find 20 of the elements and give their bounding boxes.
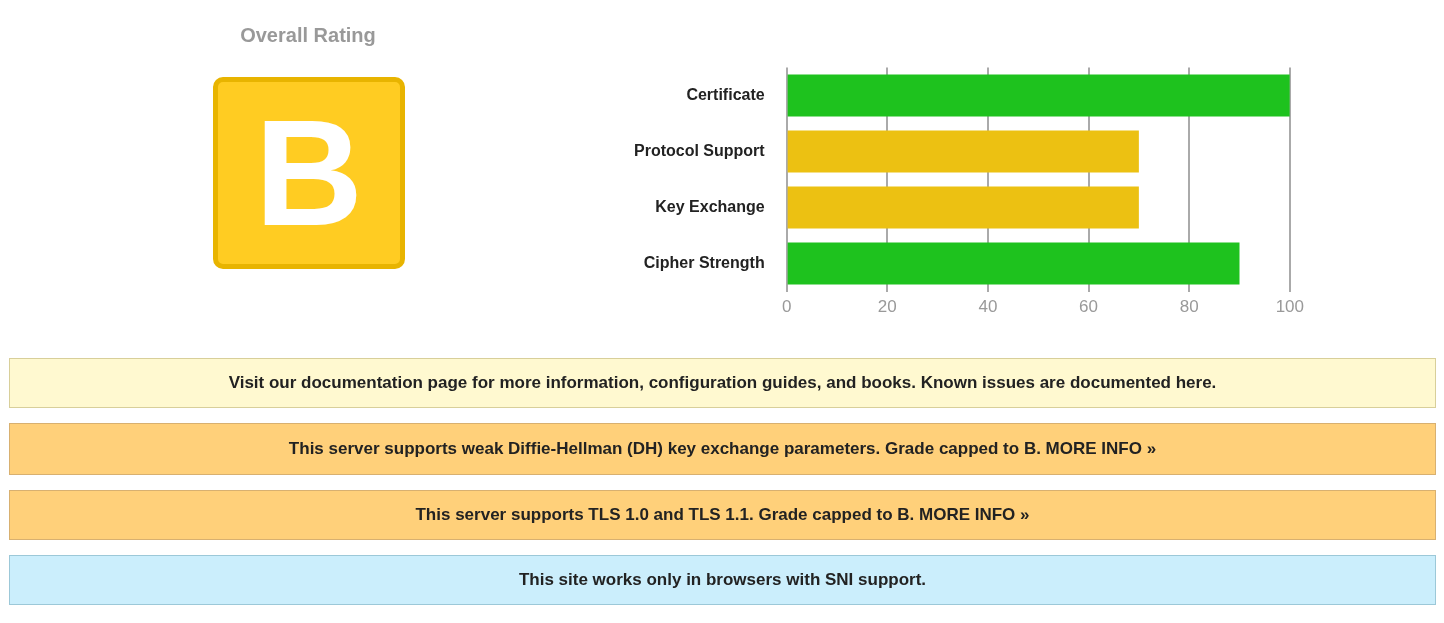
x-tick-label: 40 [978,297,998,317]
x-tick-label: 0 [781,297,792,317]
x-tick-label: 60 [1079,297,1099,317]
y-tick-label: Certificate [686,86,765,104]
text: Visit our documentation page for more information, configuration guides, and books. Known issues are documented here. [9,358,1436,408]
bar [787,242,1240,285]
y-tick-label: Protocol Support [634,142,766,160]
text: This site works only in browsers with SNI support. [9,555,1436,605]
text: B [213,77,405,269]
y-tick-label: Key Exchange [655,198,765,216]
x-tick-label: 80 [1179,297,1199,317]
y-tick-label: Cipher Strength [643,254,765,272]
text: Overall Rating [239,24,377,47]
bar [787,130,1139,173]
text: This server supports TLS 1.0 and TLS 1.1. Grade capped to B. MORE INFO » [9,490,1436,540]
x-tick-label: 100 [1275,297,1305,317]
x-tick-label: 20 [877,297,897,317]
text: This server supports weak Diffie-Hellman (DH) key exchange parameters. Grade capped to B. MORE INFO » [9,423,1436,475]
bar [787,74,1290,117]
bar [787,186,1139,229]
